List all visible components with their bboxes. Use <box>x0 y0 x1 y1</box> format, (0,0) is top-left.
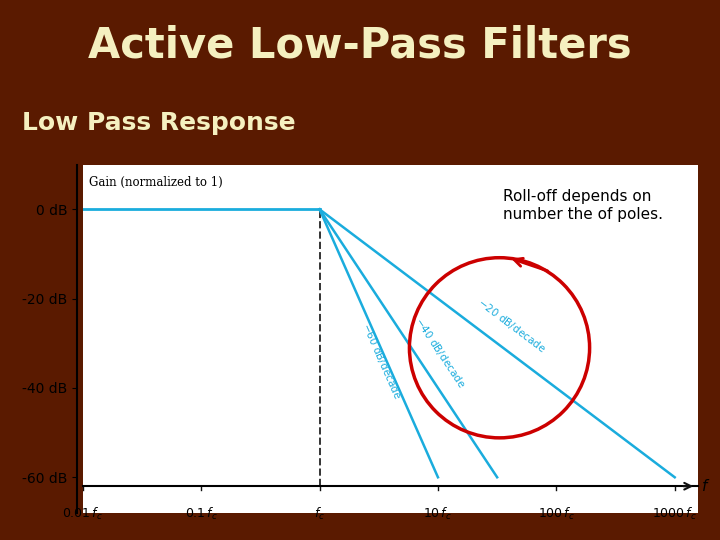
Text: $-40\ \mathrm{dB/decade}$: $-40\ \mathrm{dB/decade}$ <box>413 314 469 390</box>
Text: $-60\ \mathrm{dB/decade}$: $-60\ \mathrm{dB/decade}$ <box>359 321 404 401</box>
Text: $f_c$: $f_c$ <box>314 507 325 522</box>
Text: Roll-off depends on
number the of poles.: Roll-off depends on number the of poles. <box>503 189 663 221</box>
Text: $10\,f_c$: $10\,f_c$ <box>423 507 452 522</box>
Text: $-20\ \mathrm{dB/decade}$: $-20\ \mathrm{dB/decade}$ <box>474 295 548 355</box>
Text: Active Low-Pass Filters: Active Low-Pass Filters <box>88 24 632 66</box>
Text: $\it{f}$: $\it{f}$ <box>701 478 710 494</box>
Text: $1000\,f_c$: $1000\,f_c$ <box>652 507 697 522</box>
Text: $0.01\,f_c$: $0.01\,f_c$ <box>63 507 103 522</box>
Text: $100\,f_c$: $100\,f_c$ <box>538 507 575 522</box>
Text: $0.1\,f_c$: $0.1\,f_c$ <box>185 507 217 522</box>
Text: Low Pass Response: Low Pass Response <box>22 111 295 134</box>
Text: Gain (normalized to 1): Gain (normalized to 1) <box>89 176 222 189</box>
